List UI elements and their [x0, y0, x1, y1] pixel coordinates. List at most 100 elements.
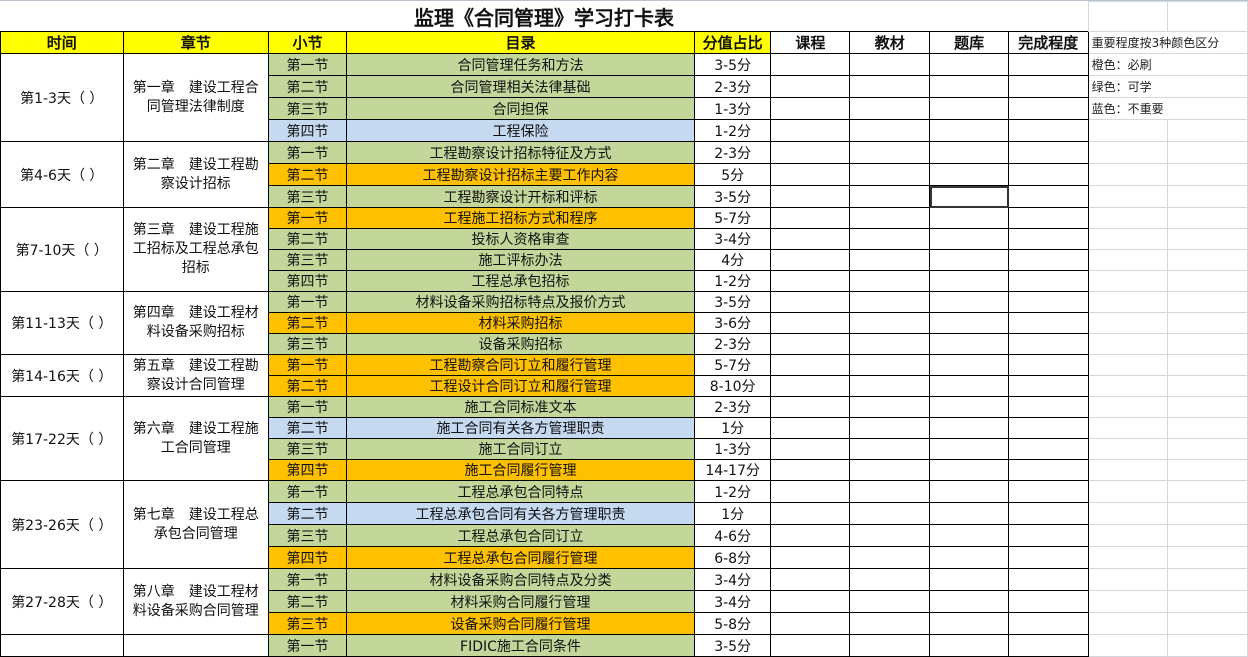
empty-cell[interactable] — [1167, 590, 1248, 613]
score-cell[interactable]: 3-5分 — [693, 291, 772, 313]
header-textbook[interactable]: 教材 — [849, 31, 931, 54]
score-cell[interactable]: 3-4分 — [693, 228, 772, 250]
section-label-cell[interactable]: 第二节 — [267, 417, 348, 439]
empty-cell[interactable] — [1167, 612, 1248, 635]
question-bank-cell[interactable] — [929, 546, 1010, 569]
textbook-cell[interactable] — [849, 568, 931, 591]
chapter-cell[interactable] — [122, 634, 269, 657]
course-cell[interactable] — [770, 438, 851, 460]
textbook-cell[interactable] — [849, 97, 931, 120]
course-cell[interactable] — [770, 480, 851, 503]
empty-cell[interactable] — [1167, 634, 1248, 657]
textbook-cell[interactable] — [849, 270, 931, 292]
score-cell[interactable]: 3-5分 — [693, 53, 772, 76]
section-label-cell[interactable]: 第一节 — [267, 291, 348, 313]
textbook-cell[interactable] — [849, 119, 931, 142]
score-cell[interactable]: 5-7分 — [693, 354, 772, 376]
empty-cell[interactable] — [1167, 207, 1248, 229]
topic-cell[interactable]: 材料设备采购招标特点及报价方式 — [346, 291, 695, 313]
section-label-cell[interactable]: 第三节 — [267, 524, 348, 547]
section-label-cell[interactable]: 第三节 — [267, 185, 348, 208]
header-question-bank[interactable]: 题库 — [929, 31, 1010, 54]
empty-cell[interactable] — [1087, 354, 1169, 376]
topic-cell[interactable]: 工程保险 — [346, 119, 695, 142]
topic-cell[interactable]: 工程总承包招标 — [346, 270, 695, 292]
chapter-cell[interactable]: 第六章 建设工程施工合同管理 — [122, 396, 269, 481]
topic-cell[interactable]: FIDIC施工合同条件 — [346, 634, 695, 657]
selected-cell[interactable] — [929, 185, 1010, 208]
topic-cell[interactable]: 设备采购合同履行管理 — [346, 612, 695, 635]
chapter-cell[interactable]: 第七章 建设工程总承包合同管理 — [122, 480, 269, 569]
topic-cell[interactable]: 工程勘察设计招标主要工作内容 — [346, 163, 695, 186]
completion-cell[interactable] — [1008, 524, 1089, 547]
completion-cell[interactable] — [1008, 119, 1089, 142]
question-bank-cell[interactable] — [929, 312, 1010, 334]
question-bank-cell[interactable] — [929, 438, 1010, 460]
empty-cell[interactable] — [1087, 590, 1169, 613]
score-cell[interactable]: 5-8分 — [693, 612, 772, 635]
completion-cell[interactable] — [1008, 459, 1089, 481]
empty-cell[interactable] — [1087, 185, 1169, 208]
time-cell[interactable]: 第27-28天（ ） — [0, 568, 124, 635]
completion-cell[interactable] — [1008, 333, 1089, 355]
time-cell[interactable]: 第4-6天（ ） — [0, 141, 124, 208]
topic-cell[interactable]: 工程总承包合同特点 — [346, 480, 695, 503]
textbook-cell[interactable] — [849, 612, 931, 635]
time-cell[interactable]: 第23-26天（ ） — [0, 480, 124, 569]
score-cell[interactable]: 3-5分 — [693, 634, 772, 657]
score-cell[interactable]: 1-3分 — [693, 97, 772, 120]
header-completion[interactable]: 完成程度 — [1008, 31, 1089, 54]
question-bank-cell[interactable] — [929, 612, 1010, 635]
textbook-cell[interactable] — [849, 438, 931, 460]
course-cell[interactable] — [770, 163, 851, 186]
empty-cell[interactable] — [1087, 546, 1169, 569]
topic-cell[interactable]: 施工合同订立 — [346, 438, 695, 460]
course-cell[interactable] — [770, 354, 851, 376]
empty-cell[interactable] — [1087, 312, 1169, 334]
empty-cell[interactable] — [1087, 249, 1169, 271]
topic-cell[interactable]: 材料采购招标 — [346, 312, 695, 334]
empty-cell[interactable] — [1087, 502, 1169, 525]
empty-cell[interactable] — [1087, 207, 1169, 229]
topic-cell[interactable]: 设备采购招标 — [346, 333, 695, 355]
textbook-cell[interactable] — [849, 312, 931, 334]
empty-cell[interactable] — [1087, 612, 1169, 635]
course-cell[interactable] — [770, 417, 851, 439]
section-label-cell[interactable]: 第三节 — [267, 333, 348, 355]
score-cell[interactable]: 3-4分 — [693, 568, 772, 591]
empty-cell[interactable] — [1087, 524, 1169, 547]
topic-cell[interactable]: 工程勘察合同订立和履行管理 — [346, 354, 695, 376]
question-bank-cell[interactable] — [929, 354, 1010, 376]
course-cell[interactable] — [770, 459, 851, 481]
legend-heading[interactable]: 重要程度按3种颜色区分 — [1087, 31, 1248, 54]
score-cell[interactable]: 2-3分 — [693, 333, 772, 355]
chapter-cell[interactable]: 第四章 建设工程材料设备采购招标 — [122, 291, 269, 355]
completion-cell[interactable] — [1008, 634, 1089, 657]
course-cell[interactable] — [770, 312, 851, 334]
section-label-cell[interactable]: 第二节 — [267, 375, 348, 397]
empty-cell[interactable] — [1167, 291, 1248, 313]
question-bank-cell[interactable] — [929, 417, 1010, 439]
topic-cell[interactable]: 工程勘察设计招标特征及方式 — [346, 141, 695, 164]
textbook-cell[interactable] — [849, 53, 931, 76]
course-cell[interactable] — [770, 546, 851, 569]
section-label-cell[interactable]: 第二节 — [267, 163, 348, 186]
question-bank-cell[interactable] — [929, 163, 1010, 186]
section-label-cell[interactable]: 第一节 — [267, 354, 348, 376]
topic-cell[interactable]: 施工评标办法 — [346, 249, 695, 271]
empty-cell[interactable] — [1167, 228, 1248, 250]
section-label-cell[interactable]: 第三节 — [267, 97, 348, 120]
completion-cell[interactable] — [1008, 354, 1089, 376]
empty-cell[interactable] — [1167, 459, 1248, 481]
chapter-cell[interactable]: 第一章 建设工程合同管理法律制度 — [122, 53, 269, 142]
empty-cell[interactable] — [1087, 375, 1169, 397]
completion-cell[interactable] — [1008, 185, 1089, 208]
question-bank-cell[interactable] — [929, 333, 1010, 355]
question-bank-cell[interactable] — [929, 228, 1010, 250]
topic-cell[interactable]: 投标人资格审查 — [346, 228, 695, 250]
empty-cell[interactable] — [1167, 1, 1248, 32]
empty-cell[interactable] — [1167, 163, 1248, 186]
header-score[interactable]: 分值占比 — [693, 31, 772, 54]
completion-cell[interactable] — [1008, 612, 1089, 635]
course-cell[interactable] — [770, 375, 851, 397]
